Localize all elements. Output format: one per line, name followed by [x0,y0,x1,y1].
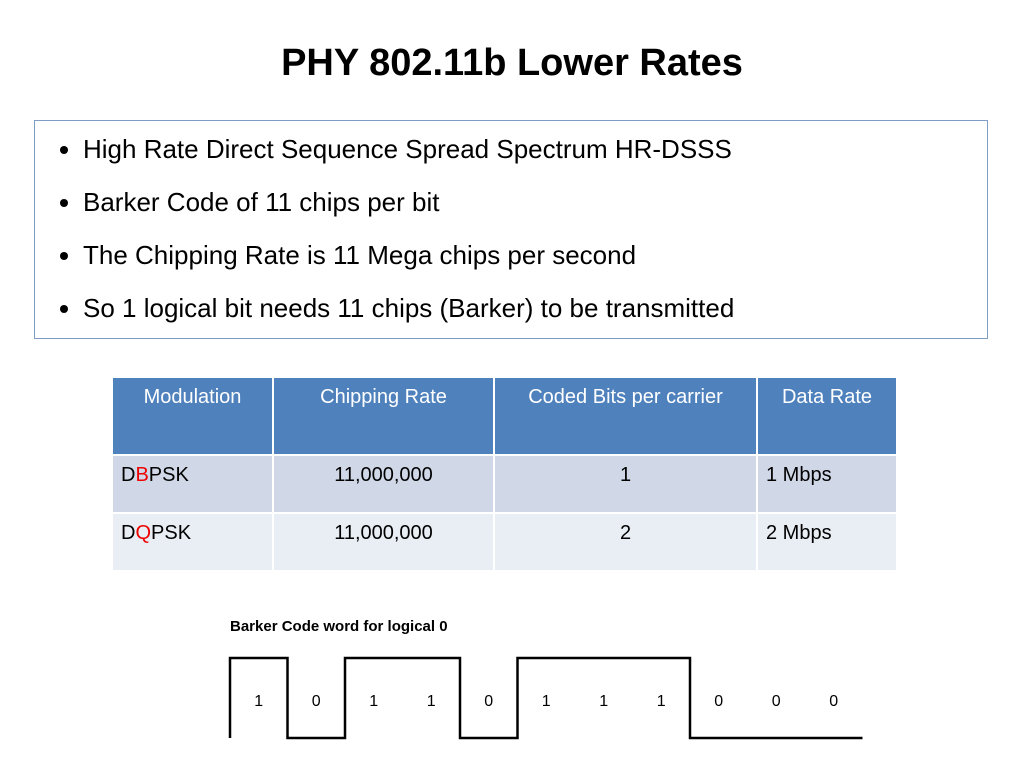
table-cell: 2 [493,512,758,572]
table-cell: DBPSK [111,454,274,514]
waveform [228,656,863,740]
header-row: Modulation Chipping Rate Coded Bits per ca… [111,376,898,456]
cell-part: B [135,464,149,486]
table-cell: DQPSK [111,512,274,572]
cell-part: D [121,522,136,544]
bullet: The Chipping Rate is 11 Mega chips per s… [83,235,987,288]
bullet: High Rate Direct Sequence Spread Spectru… [83,129,987,182]
bullet-list: High Rate Direct Sequence Spread Spectru… [35,121,987,341]
bit-label: 0 [772,693,781,710]
barker-diagram: Barker Code word for logical 0 1 0 1 1 0 1 1 1 0… [228,618,863,740]
bit-label: 0 [829,693,838,710]
cell-part: PSK [148,464,189,486]
bit-label: 1 [599,693,608,710]
table-cell: 2 Mbps [756,512,898,572]
bit-label: 1 [427,693,436,710]
table-row: DQPSK 11,000,000 2 2 Mbps [111,512,898,572]
bit-label: 1 [542,693,551,710]
table-cell: 11,000,000 [272,512,495,572]
table-row: DBPSK 11,000,000 1 1 Mbps [111,454,898,514]
barker-label: Barker Code word for logical 0 [230,618,448,635]
bit-label: 1 [657,693,666,710]
cell-part: D [121,464,136,486]
bit-label: 1 [369,693,378,710]
bullet-box: High Rate Direct Sequence Spread Spectru… [34,120,988,339]
bit-label: 1 [254,693,263,710]
bullet: So 1 logical bit needs 11 chips (Barker)… [83,288,987,341]
column-header: Modulation [111,376,274,456]
table-cell: 11,000,000 [272,454,495,514]
table-cell: 1 [493,454,758,514]
cell-part: PSK [151,522,192,544]
column-header: Data Rate [756,376,898,456]
bit-label: 0 [312,693,321,710]
table-cell: 1 Mbps [756,454,898,514]
bullet: Barker Code of 11 chips per bit [83,182,987,235]
rates-table: Modulation Chipping Rate Coded Bits per ca… [111,376,898,572]
cell-part: Q [135,522,152,544]
bit-label: 0 [714,693,723,710]
column-header: Chipping Rate [272,376,495,456]
column-header: Coded Bits per carrier [493,376,758,456]
bit-label: 0 [484,693,493,710]
slide-title: PHY 802.11b Lower Rates [281,42,743,84]
